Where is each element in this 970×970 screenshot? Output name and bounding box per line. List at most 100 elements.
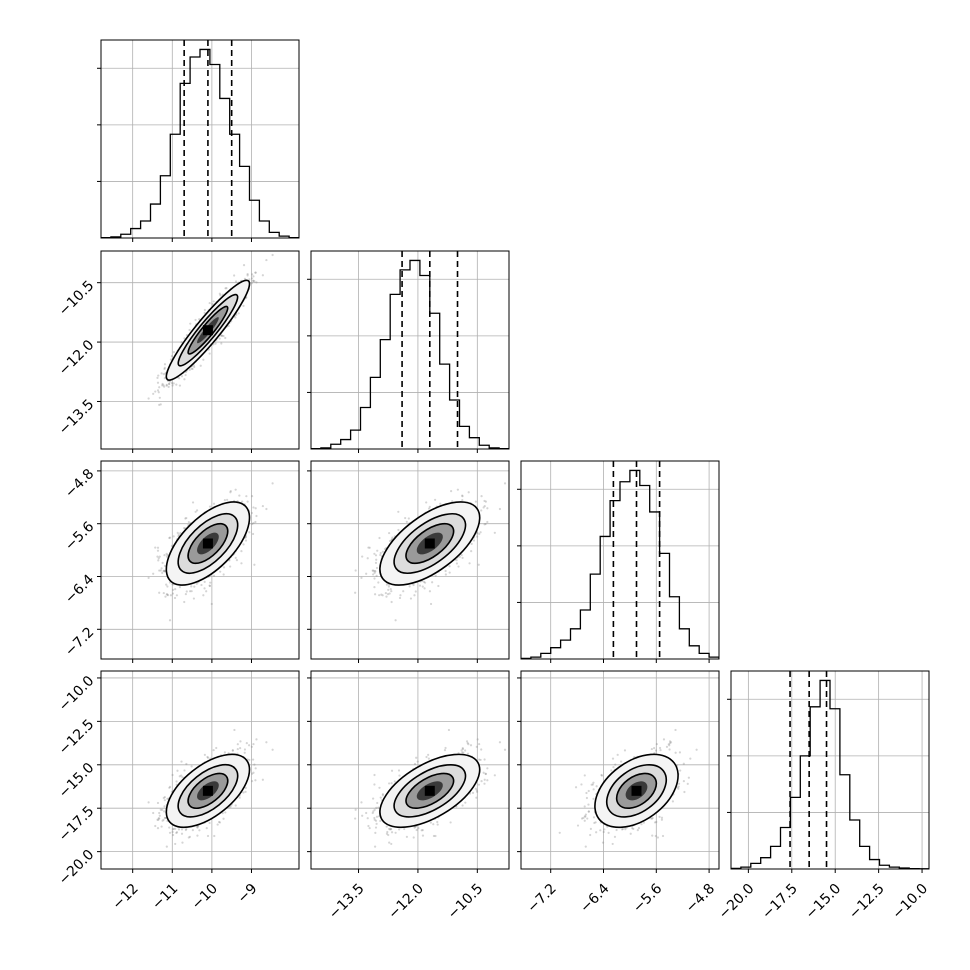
scatter-point — [168, 536, 171, 540]
scatter-point — [422, 580, 426, 583]
scatter-point — [193, 365, 196, 369]
scatter-point — [420, 829, 423, 832]
scatter-point — [479, 758, 482, 762]
scatter-point — [439, 502, 442, 505]
scatter-point — [178, 384, 182, 387]
scatter-point — [165, 384, 168, 387]
scatter-point — [191, 501, 195, 504]
scatter-point — [248, 278, 251, 281]
y-tick-label: −5.6 — [62, 519, 97, 554]
scatter-point — [210, 602, 213, 606]
scatter-point — [464, 801, 467, 804]
scatter-point — [222, 573, 225, 576]
scatter-point — [160, 825, 163, 828]
scatter-point — [246, 273, 249, 276]
scatter-point — [431, 581, 434, 584]
scatter-point — [373, 577, 376, 580]
scatter-point — [245, 495, 248, 498]
x-tick-label: −9 — [235, 881, 261, 907]
scatter-point — [425, 501, 428, 504]
scatter-point — [354, 591, 357, 594]
scatter-point — [239, 747, 242, 750]
scatter-point — [421, 585, 424, 588]
panel-3-0: −20.0−17.5−15.0−12.5−10.0−12 −11 −10 −9 — [56, 670, 300, 913]
scatter-point — [465, 740, 469, 743]
scatter-point — [271, 482, 274, 485]
panel-1-0: −13.5−12.0−10.5 — [56, 250, 300, 453]
scatter-point — [162, 591, 165, 595]
scatter-point — [250, 277, 254, 280]
scatter-point — [213, 834, 216, 838]
scatter-point — [180, 341, 183, 344]
scatter-point — [196, 834, 199, 837]
scatter-point — [246, 500, 249, 503]
scatter-point — [366, 557, 369, 560]
scatter-point — [389, 587, 392, 591]
scatter-point — [174, 587, 177, 591]
scatter-point — [192, 597, 195, 600]
scatter-point — [166, 553, 169, 557]
scatter-point — [415, 828, 418, 832]
scatter-point — [225, 287, 228, 290]
scatter-point — [171, 384, 174, 387]
panel-2-1 — [307, 460, 510, 663]
scatter-point — [157, 557, 160, 560]
y-tick-label: −10.5 — [56, 278, 98, 320]
scatter-point — [399, 594, 402, 597]
scatter-point — [152, 392, 155, 395]
scatter-point — [216, 823, 219, 826]
scatter-point — [161, 571, 164, 574]
density-peak — [424, 538, 435, 549]
scatter-point — [185, 827, 188, 831]
y-tick-label: −6.4 — [62, 571, 97, 606]
scatter-point — [251, 772, 254, 775]
scatter-point — [195, 509, 199, 512]
scatter-point — [163, 554, 166, 557]
scatter-point — [154, 390, 157, 393]
scatter-point — [208, 821, 211, 825]
scatter-point — [407, 517, 410, 520]
scatter-point — [493, 531, 496, 534]
panel-frame — [520, 460, 720, 660]
scatter-point — [456, 488, 459, 491]
scatter-point — [466, 742, 469, 745]
scatter-point — [163, 363, 167, 366]
scatter-point — [185, 762, 188, 766]
scatter-point — [176, 769, 179, 772]
scatter-point — [250, 745, 253, 748]
scatter-point — [156, 376, 159, 379]
scatter-point — [200, 583, 203, 587]
scatter-point — [158, 396, 161, 399]
scatter-point — [390, 600, 393, 604]
panel-2-2 — [517, 460, 720, 663]
scatter-point — [457, 565, 460, 568]
panel-plot-area — [521, 461, 719, 659]
scatter-point — [467, 491, 470, 494]
scatter-point — [208, 301, 211, 305]
scatter-point — [398, 596, 402, 600]
y-tick-label: −13.5 — [56, 397, 98, 439]
scatter-point — [180, 828, 184, 831]
scatter-point — [189, 322, 192, 325]
scatter-point — [163, 799, 166, 802]
scatter-point — [190, 765, 193, 768]
scatter-point — [171, 830, 174, 834]
panel-plot-area — [101, 461, 299, 659]
scatter-point — [168, 826, 171, 829]
scatter-point — [265, 507, 268, 511]
scatter-point — [190, 585, 193, 588]
scatter-point — [170, 381, 174, 385]
scatter-point — [437, 584, 440, 588]
scatter-point — [397, 510, 400, 513]
scatter-point — [220, 334, 223, 337]
scatter-point — [479, 531, 482, 534]
scatter-point — [158, 591, 161, 594]
scatter-point — [377, 581, 380, 584]
scatter-point — [251, 758, 255, 761]
scatter-point — [255, 281, 258, 284]
scatter-point — [234, 556, 237, 559]
scatter-point — [222, 334, 225, 338]
scatter-point — [159, 569, 162, 572]
scatter-point — [461, 495, 464, 498]
scatter-point — [163, 795, 166, 799]
